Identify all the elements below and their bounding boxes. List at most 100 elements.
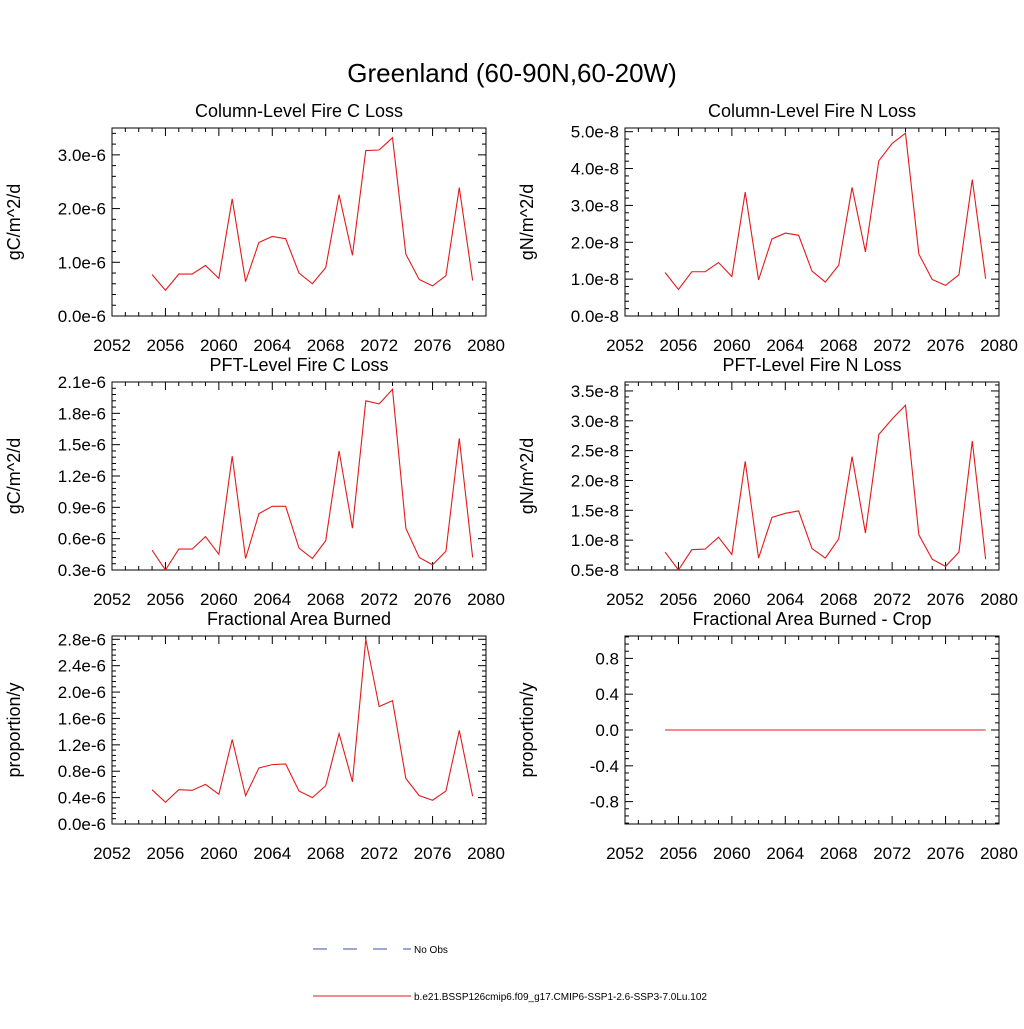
y-tick-label: 0.4 [595,685,619,704]
y-tick-label: 4.0e-8 [571,160,619,179]
y-tick-label: 2.0e-8 [571,471,619,490]
x-tick-label: 2072 [873,590,911,609]
chart-title: Column-Level Fire C Loss [195,101,403,121]
x-tick-label: 2064 [253,590,291,609]
legend: No Obs b.e21.BSSP126cmip6.f09_g17.CMIP6-… [313,945,707,1003]
y-tick-label: 0.8e-6 [58,762,106,781]
legend-label-no-obs: No Obs [414,945,448,956]
x-tick-label: 2076 [927,844,965,863]
x-tick-label: 2068 [820,590,858,609]
y-tick-label: 1.5e-8 [571,501,619,520]
y-tick-label: 0.0e-6 [58,815,106,834]
y-tick-label: 1.0e-8 [571,270,619,289]
x-tick-label: 2056 [660,336,698,355]
x-tick-label: 2060 [713,336,751,355]
legend-label-model-run: b.e21.BSSP126cmip6.f09_g17.CMIP6-SSP1-2.… [414,992,707,1003]
chart-panels: Column-Level Fire C Loss gC/m^2/d 2052 2056… [4,101,1018,863]
y-axis-label: proportion/y [517,682,537,777]
chart-title: PFT-Level Fire C Loss [209,355,388,375]
y-tick-label: 1.5e-6 [58,436,106,455]
y-tick-label: 1.2e-6 [58,736,106,755]
x-tick-label: 2064 [766,336,804,355]
y-axis-label: gC/m^2/d [4,438,24,514]
plot-frame [111,635,487,825]
x-tick-label: 2072 [360,844,398,863]
plot-frame [111,381,487,571]
y-axis-label: gN/m^2/d [517,184,537,260]
x-tick-label: 2052 [93,844,131,863]
x-tick-label: 2076 [414,336,452,355]
chart-title: Fractional Area Burned [207,609,391,629]
y-tick-label: -0.4 [590,757,619,776]
x-tick-label: 2072 [360,336,398,355]
plot-frame [624,381,1000,571]
series-line-1 [151,388,474,572]
x-tick-label: 2072 [360,590,398,609]
x-tick-label: 2056 [660,844,698,863]
x-tick-label: 2052 [606,336,644,355]
x-tick-label: 2080 [980,844,1018,863]
y-axis-label: proportion/y [4,682,24,777]
x-tick-label: 2068 [307,844,345,863]
x-tick-label: 2064 [253,336,291,355]
x-tick-label: 2064 [766,844,804,863]
x-tick-label: 2052 [93,590,131,609]
y-tick-label: 0.0e-6 [58,307,106,326]
series-line-1 [151,136,474,292]
y-tick-label: 3.0e-8 [571,196,619,215]
x-tick-label: 2076 [927,590,965,609]
plot-frame [624,127,1000,317]
y-tick-label: 1.0e-6 [58,253,106,272]
x-tick-label: 2076 [414,844,452,863]
x-tick-label: 2068 [307,336,345,355]
x-tick-label: 2060 [200,844,238,863]
y-tick-label: 2.5e-8 [571,442,619,461]
chart-panel-1: Column-Level Fire C Loss gC/m^2/d 2052 2056… [4,101,505,355]
y-tick-label: 1.0e-8 [571,531,619,550]
x-tick-label: 2068 [307,590,345,609]
x-tick-label: 2076 [414,590,452,609]
x-tick-label: 2076 [927,336,965,355]
x-tick-label: 2068 [820,844,858,863]
y-tick-label: 0.9e-6 [58,498,106,517]
x-tick-label: 2080 [467,590,505,609]
y-tick-label: 3.5e-8 [571,382,619,401]
y-tick-label: 2.0e-8 [571,233,619,252]
x-tick-label: 2056 [660,590,698,609]
y-tick-label: 0.5e-8 [571,561,619,580]
y-tick-label: 0.0 [595,721,619,740]
chart-panel-6: Fractional Area Burned - Crop proportion/… [517,609,1018,863]
x-tick-label: 2056 [147,590,185,609]
series-line-1 [664,132,987,291]
y-axis-label: gC/m^2/d [4,184,24,260]
x-tick-label: 2080 [980,590,1018,609]
y-tick-label: -0.8 [590,793,619,812]
y-tick-label: 0.3e-6 [58,561,106,580]
chart-panel-5: Fractional Area Burned proportion/y 2052 20… [4,609,505,863]
y-tick-label: 5.0e-8 [571,123,619,142]
chart-panel-2: Column-Level Fire N Loss gN/m^2/d 2052 2056… [517,101,1018,355]
series-line-1 [664,404,987,571]
y-tick-label: 1.2e-6 [58,467,106,486]
figure-title: Greenland (60-90N,60-20W) [347,58,677,88]
y-axis-label: gN/m^2/d [517,438,537,514]
x-tick-label: 2060 [713,590,751,609]
y-tick-label: 2.0e-6 [58,200,106,219]
x-tick-label: 2052 [93,336,131,355]
x-tick-label: 2080 [980,336,1018,355]
x-tick-label: 2060 [200,590,238,609]
chart-title: PFT-Level Fire N Loss [722,355,901,375]
y-tick-label: 2.1e-6 [58,373,106,392]
x-tick-label: 2080 [467,844,505,863]
series-line-1 [151,639,474,803]
y-tick-label: 2.0e-6 [58,683,106,702]
y-tick-label: 0.4e-6 [58,789,106,808]
y-tick-label: 3.0e-6 [58,146,106,165]
chart-panel-4: PFT-Level Fire N Loss gN/m^2/d 2052 2056 206… [517,355,1018,609]
y-tick-label: 1.6e-6 [58,709,106,728]
x-tick-label: 2056 [147,336,185,355]
y-tick-label: 1.8e-6 [58,404,106,423]
y-tick-label: 0.0e-8 [571,307,619,326]
x-tick-label: 2064 [253,844,291,863]
